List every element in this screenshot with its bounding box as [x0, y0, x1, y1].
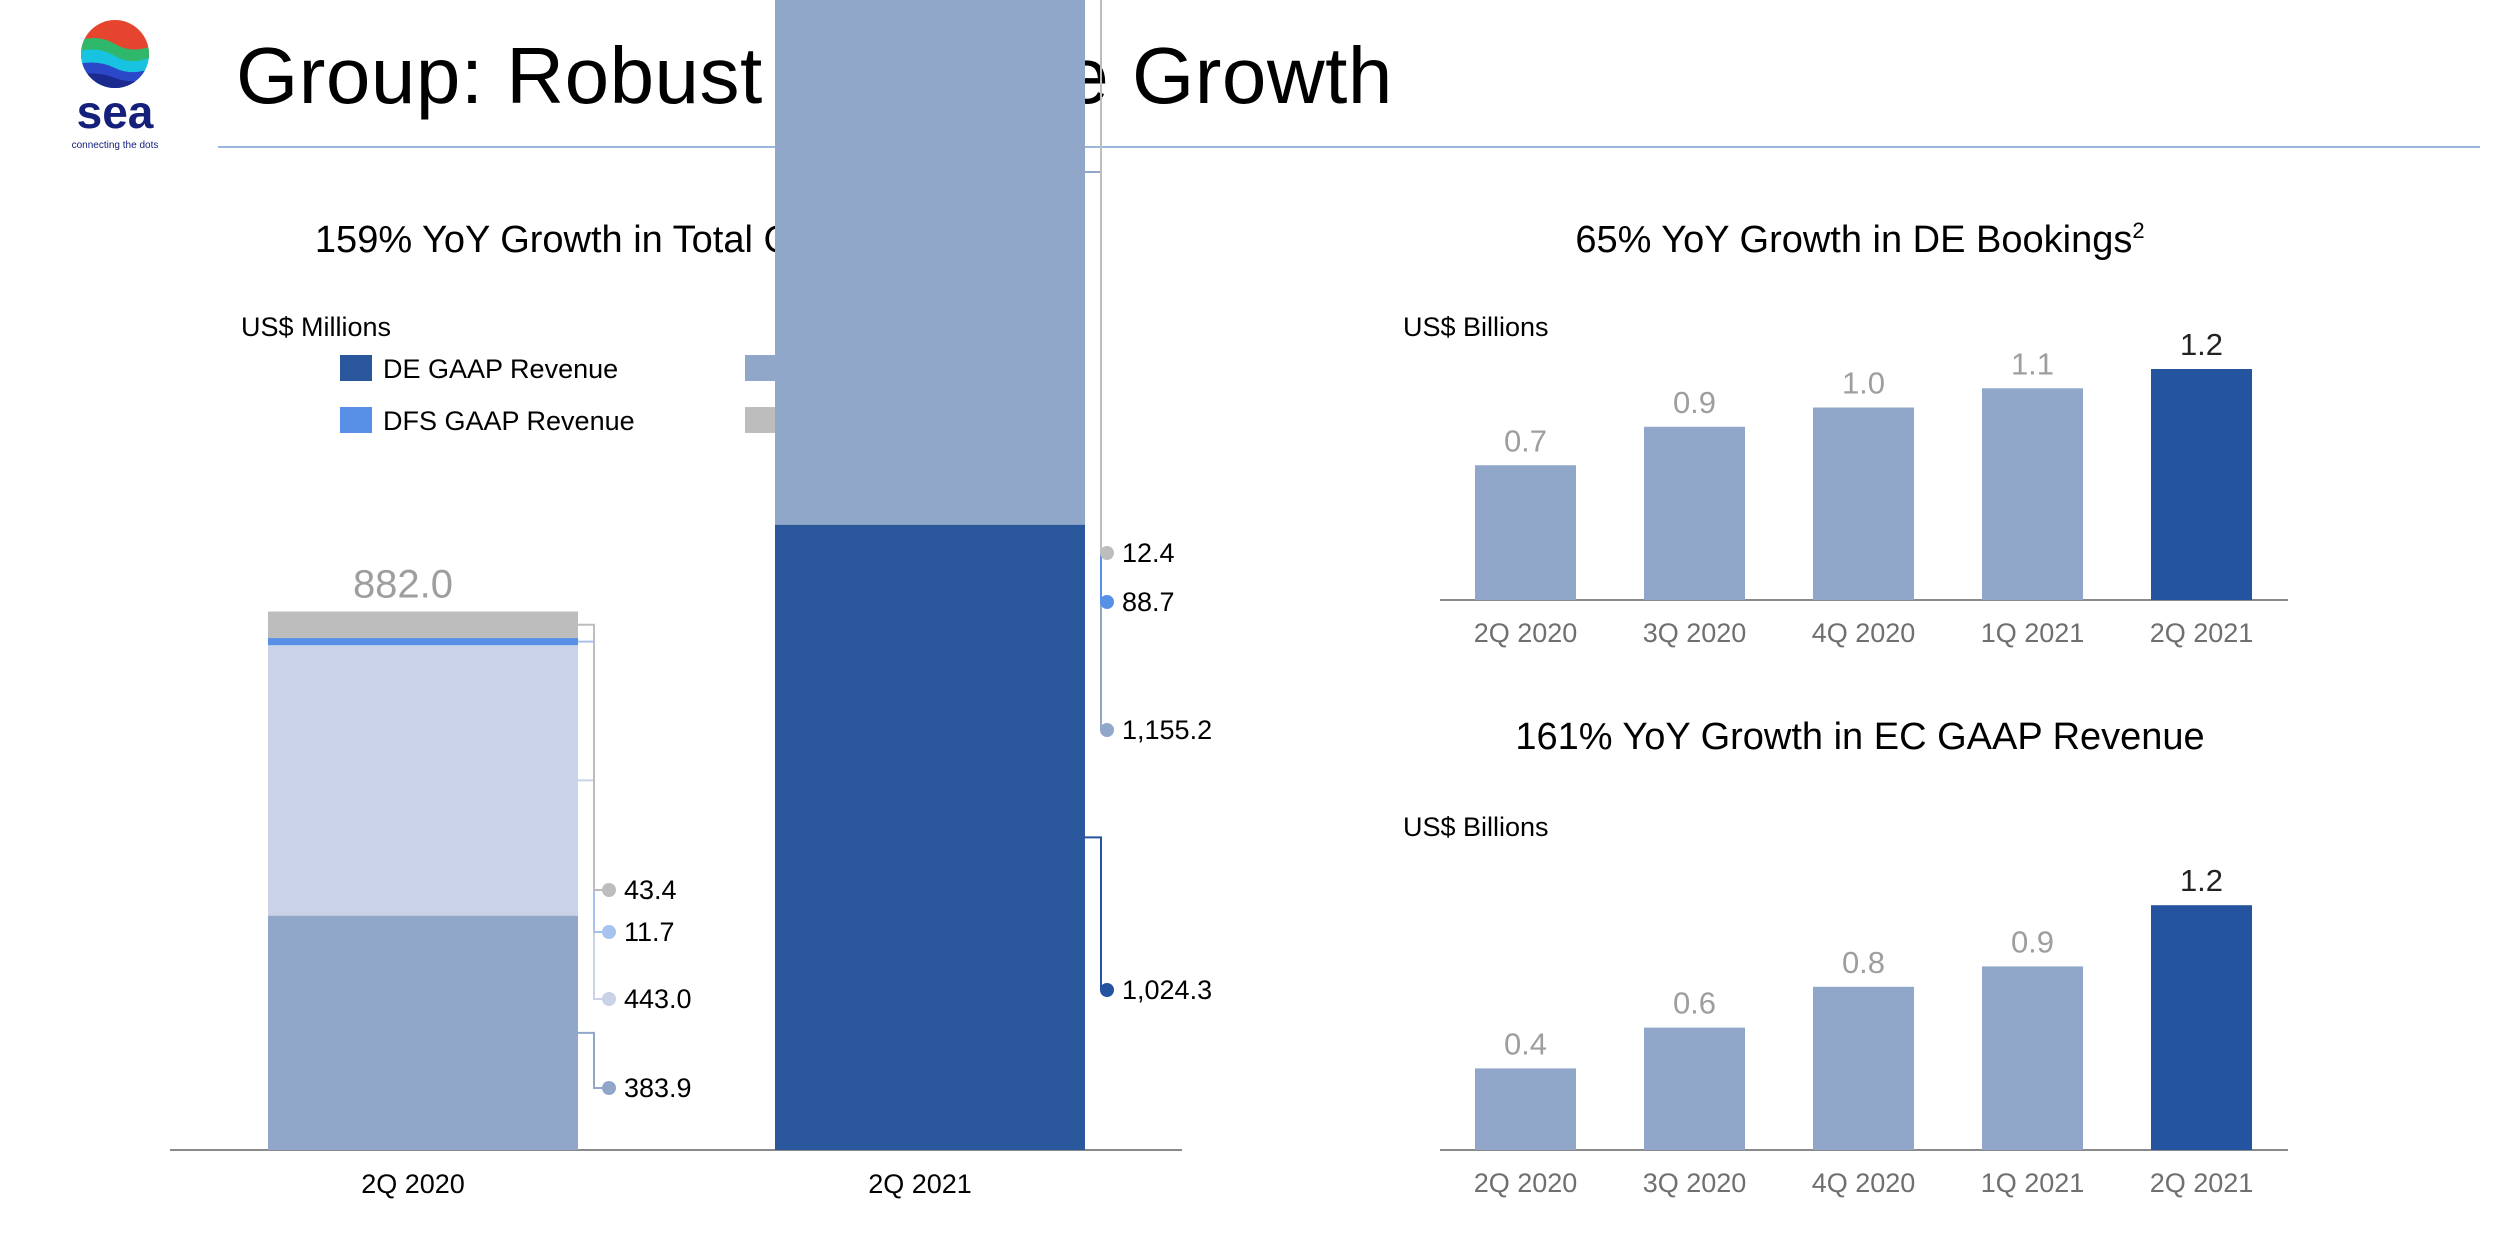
bar — [2151, 905, 2252, 1150]
segment-value-label: 88.7 — [1122, 587, 1175, 617]
de-bookings-chart: 65% YoY Growth in DE Bookings2 US$ Billi… — [1403, 218, 2288, 648]
bar — [2151, 369, 2252, 600]
leader-dot — [602, 992, 616, 1006]
legend-label: DE GAAP Revenue — [383, 354, 618, 384]
leader-dot — [1100, 546, 1114, 560]
bar-value-label: 0.9 — [1673, 385, 1716, 420]
de-segment-2q2020 — [268, 915, 578, 1150]
de-bookings-title-note: 2 — [2132, 218, 2144, 243]
bar-value-label: 0.8 — [1842, 945, 1885, 980]
leader-line — [1100, 0, 1107, 603]
legend-label: DFS GAAP Revenue — [383, 406, 635, 436]
de-segment-2q2021 — [775, 524, 1085, 1150]
left-chart-bars: 882.02Q 2020383.9443.011.743.42,280.52Q … — [170, 0, 1212, 1199]
x-category-label: 2Q 2021 — [2150, 1168, 2254, 1198]
segment-value-label: 1,024.3 — [1122, 975, 1212, 1005]
x-category-label: 3Q 2020 — [1643, 618, 1747, 648]
leader-dot — [602, 925, 616, 939]
leader-line — [578, 623, 609, 891]
x-category-label: 2Q 2020 — [1474, 618, 1578, 648]
leader-dot — [1100, 983, 1114, 997]
bar — [1644, 426, 1745, 600]
x-category-label: 3Q 2020 — [1643, 1168, 1747, 1198]
logo-wordmark: sea — [77, 86, 154, 138]
bar — [1813, 986, 1914, 1150]
x-category-label: 4Q 2020 — [1812, 1168, 1916, 1198]
sea-logo: sea connecting the dots — [72, 20, 159, 151]
bar-value-label: 1.2 — [2180, 327, 2223, 362]
bar-total-label: 882.0 — [353, 563, 453, 607]
left-chart-unit: US$ Millions — [241, 312, 391, 342]
de-bookings-title-text: 65% YoY Growth in DE Bookings — [1575, 219, 2132, 261]
ec-revenue-unit: US$ Billions — [1403, 812, 1549, 842]
x-category-label: 2Q 2021 — [868, 1169, 972, 1199]
title-divider — [218, 146, 2480, 148]
ec-gaap-revenue-chart: 161% YoY Growth in EC GAAP Revenue US$ B… — [1403, 716, 2288, 1198]
segment-value-label: 443.0 — [624, 984, 692, 1014]
bar — [1982, 966, 2083, 1150]
x-category-label: 2Q 2020 — [1474, 1168, 1578, 1198]
legend-swatch — [340, 355, 372, 381]
segment-value-label: 12.4 — [1122, 538, 1175, 568]
bar-value-label: 0.4 — [1504, 1026, 1547, 1061]
de-bookings-title: 65% YoY Growth in DE Bookings2 — [1575, 218, 2144, 261]
legend-swatch — [745, 407, 777, 433]
x-category-label: 4Q 2020 — [1812, 618, 1916, 648]
bar-value-label: 0.6 — [1673, 986, 1716, 1021]
x-category-label: 1Q 2021 — [1981, 618, 2085, 648]
bar — [1475, 465, 1576, 600]
segment-value-label: 43.4 — [624, 875, 677, 905]
dfs-segment-2q2020 — [268, 638, 578, 646]
leader-dot — [602, 883, 616, 897]
segment-value-label: 1,155.2 — [1122, 715, 1212, 745]
logo-tagline: connecting the dots — [72, 140, 159, 151]
ec-revenue-title: 161% YoY Growth in EC GAAP Revenue — [1515, 716, 2204, 758]
de-bookings-bars: 0.7 2Q 2020 0.9 3Q 2020 1.0 4Q 2020 1.1 1Q 2021… — [1440, 327, 2288, 648]
bar-value-label: 0.9 — [2011, 924, 2054, 959]
bar — [1813, 407, 1914, 600]
segment-value-label: 383.9 — [624, 1073, 692, 1103]
x-category-label: 2Q 2021 — [2150, 618, 2254, 648]
leader-dot — [602, 1081, 616, 1095]
other-segment-2q2020 — [268, 611, 578, 639]
bar-value-label: 0.7 — [1504, 423, 1547, 458]
leader-dot — [1100, 723, 1114, 737]
total-gaap-revenue-chart: 159% YoY Growth in Total GAAP Revenue US… — [170, 0, 1212, 1199]
segment-value-label: 11.7 — [624, 917, 675, 947]
leader-line — [1100, 0, 1107, 554]
bar — [1475, 1068, 1576, 1150]
bar — [1644, 1027, 1745, 1150]
ec-segment-2q2020 — [268, 645, 578, 916]
de-bookings-unit: US$ Billions — [1403, 312, 1549, 342]
ec-segment-2q2021 — [775, 0, 1085, 525]
leader-line — [578, 1031, 609, 1089]
leader-line — [1085, 171, 1107, 731]
legend-swatch — [745, 355, 777, 381]
bar-value-label: 1.1 — [2011, 346, 2054, 381]
leader-dot — [1100, 595, 1114, 609]
x-category-label: 1Q 2021 — [1981, 1168, 2085, 1198]
bar — [1982, 388, 2083, 600]
legend-swatch — [340, 407, 372, 433]
x-category-label: 2Q 2020 — [361, 1169, 465, 1199]
ec-revenue-bars: 0.4 2Q 2020 0.6 3Q 2020 0.8 4Q 2020 0.9 1Q 2021… — [1440, 863, 2288, 1198]
bar-value-label: 1.0 — [1842, 366, 1885, 401]
leader-line — [1085, 836, 1107, 991]
bar-value-label: 1.2 — [2180, 863, 2223, 898]
